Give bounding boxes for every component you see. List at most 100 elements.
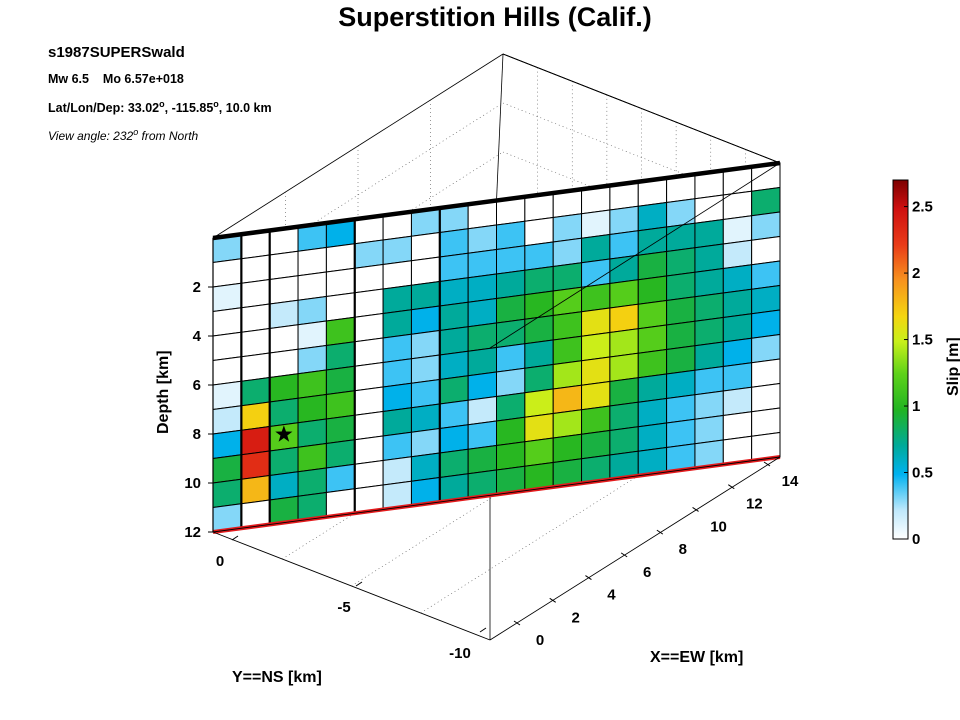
colorbar-tick-label: 1.5 — [912, 332, 933, 349]
slip-cell — [410, 329, 441, 360]
slip-cell — [496, 220, 526, 251]
slip-cell — [439, 399, 469, 430]
colorbar-tick-label: 0.5 — [912, 465, 933, 482]
box-edge — [212, 162, 781, 239]
slip-cell — [496, 343, 526, 373]
x-tick-label: 14 — [782, 473, 799, 490]
slip-cell — [297, 295, 327, 326]
slip-cell — [269, 299, 299, 330]
slip-cell — [524, 241, 554, 271]
slip-cell — [382, 260, 412, 290]
degree-mark: o — [159, 99, 165, 109]
x-tick-label: 10 — [710, 518, 727, 535]
slip-cell — [410, 378, 441, 409]
y-tick-mark — [355, 581, 363, 587]
slip-cell — [325, 365, 356, 396]
slip-cell — [240, 450, 271, 480]
slip-cell — [439, 448, 469, 479]
slip-cell — [751, 260, 781, 290]
slip-cell — [581, 282, 611, 313]
depth-tick-label: 2 — [193, 279, 201, 296]
slip-cell — [694, 341, 724, 371]
colorbar-tick-label: 2.5 — [912, 199, 933, 216]
slip-cell — [552, 237, 583, 268]
slip-cell — [751, 284, 781, 315]
slip-cell — [694, 390, 724, 420]
slip-cell — [410, 256, 441, 286]
slip-cell — [666, 394, 696, 424]
x-tick-mark — [728, 484, 735, 490]
slip-cell — [325, 316, 356, 347]
slip-cell — [240, 254, 271, 284]
slip-cell — [637, 250, 668, 281]
x-tick-label: 0 — [536, 632, 544, 649]
slip-cell — [552, 213, 583, 243]
x-tick-label: 8 — [679, 541, 687, 558]
slip-cell — [524, 216, 554, 247]
slip-cell — [354, 435, 384, 465]
x-axis-label: X==EW [km] — [650, 649, 743, 666]
event-magnitude: Mw 6.5 Mo 6.57e+018 — [48, 72, 184, 86]
slip-cell — [382, 235, 412, 266]
slip-cell — [722, 215, 753, 245]
slip-cell — [496, 416, 526, 447]
slip-cell — [637, 275, 668, 305]
hypocenter-star — [275, 425, 293, 442]
slip-cell — [240, 278, 271, 309]
slip-cell — [240, 352, 271, 382]
depth-tick-label: 4 — [193, 328, 202, 345]
slip-cell — [524, 388, 554, 418]
slip-cell — [552, 286, 583, 317]
slip-cell — [269, 471, 299, 501]
degree-mark: o — [133, 127, 139, 137]
slip-cell — [297, 369, 327, 399]
slip-cell — [467, 248, 497, 279]
slip-cell — [439, 228, 469, 258]
slip-cell — [722, 190, 753, 221]
slip-cell — [269, 446, 299, 477]
slip-cell — [751, 358, 781, 388]
slip-cell — [410, 280, 441, 311]
slip-cell — [467, 420, 497, 450]
slip-cell — [354, 386, 384, 416]
slip-cell — [240, 401, 271, 431]
slip-cell — [467, 395, 497, 426]
colorbar-label: Slip [m] — [945, 337, 960, 396]
depth-tick-label: 8 — [193, 426, 201, 443]
slip-cell — [496, 294, 526, 324]
slip-cell — [666, 271, 696, 302]
slip-cell — [524, 339, 554, 369]
x-tick-label: 6 — [643, 564, 651, 581]
slip-cell — [325, 341, 356, 371]
slip-cell — [524, 437, 554, 467]
box-edge — [212, 531, 491, 641]
longitude-text: , -115.85 — [164, 101, 214, 116]
colorbar-tick-label: 1 — [912, 398, 920, 415]
slip-cell — [694, 218, 724, 249]
slip-cell — [467, 346, 497, 377]
slip-cell — [666, 296, 696, 326]
slip-cell — [637, 373, 668, 403]
slip-cell — [410, 403, 441, 433]
degree-mark: o — [213, 99, 219, 109]
x-tick-mark — [620, 552, 628, 558]
slip-cell — [637, 348, 668, 379]
slip-cell — [467, 371, 497, 401]
y-axis-label: Y==NS [km] — [232, 669, 322, 686]
slip-cell — [637, 324, 668, 354]
slip-cell — [325, 292, 356, 322]
slip-cell — [439, 301, 469, 332]
slip-cell — [524, 265, 554, 296]
x-tick-label: 4 — [607, 587, 616, 604]
slip-cell — [666, 222, 696, 253]
slip-cell — [439, 350, 469, 381]
slip-cell — [552, 262, 583, 292]
slip-cell — [496, 367, 526, 398]
slip-cell — [410, 354, 441, 384]
slip-cell — [354, 361, 384, 392]
x-tick-label: 12 — [746, 496, 763, 513]
slip-cell — [751, 309, 781, 339]
slip-cell — [240, 425, 271, 456]
slip-cell — [297, 442, 327, 473]
